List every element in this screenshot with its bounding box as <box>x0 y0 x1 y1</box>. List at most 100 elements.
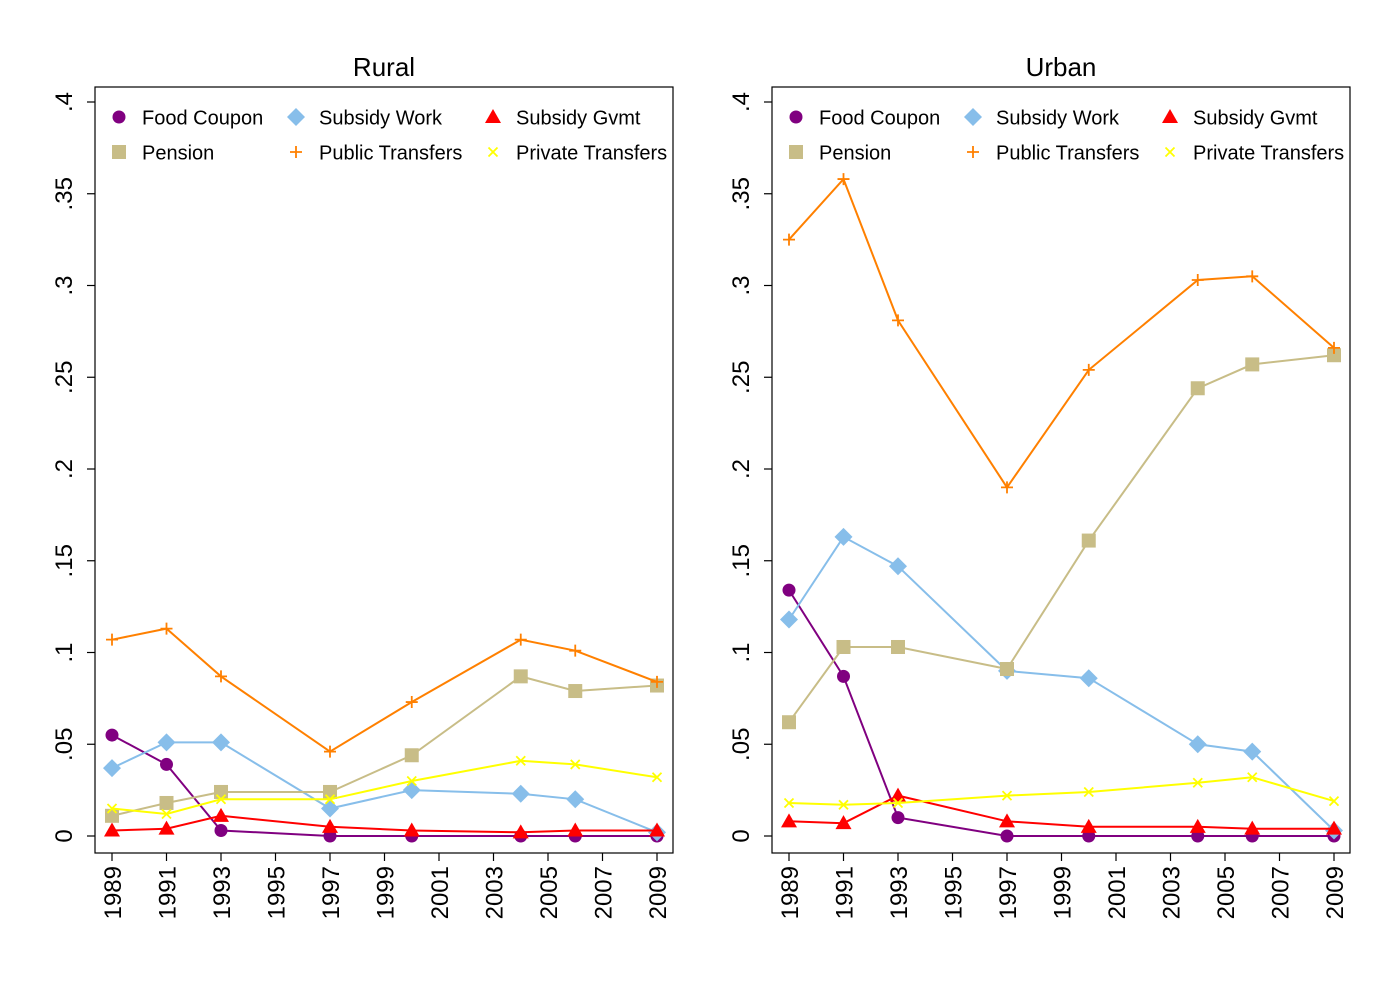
legend-marker <box>485 109 501 123</box>
y-tick-label: .4 <box>51 92 78 112</box>
series-private-transfers-point <box>1001 790 1013 801</box>
x-tick-label: 1999 <box>1050 866 1077 919</box>
x-tick-label: 2009 <box>1322 866 1349 919</box>
series-subsidy-gvmt <box>781 787 1342 835</box>
series-subsidy-work-point <box>157 733 176 752</box>
series-food-coupon-point <box>105 728 119 742</box>
chart-title: Rural <box>353 52 415 82</box>
series-subsidy-gvmt <box>104 807 665 839</box>
series-pension-point <box>1081 533 1096 548</box>
x-tick-label: 1995 <box>941 866 968 919</box>
series-food-coupon-point <box>837 669 850 683</box>
legend-label: Subsidy Work <box>319 108 443 130</box>
series-public-transfers-point <box>569 644 582 657</box>
y-tick-label: .1 <box>728 642 755 662</box>
series-private-transfers-point <box>892 797 904 809</box>
x-tick-label: 1997 <box>995 866 1022 919</box>
series-food-coupon-line <box>788 589 1334 837</box>
series-subsidy-gvmt-point <box>999 813 1015 828</box>
legend: Food Coupon Subsidy Work Subsidy Gvmt Pensi… <box>112 108 667 165</box>
series-subsidy-work-point <box>566 790 585 809</box>
series-public-transfers-line <box>111 627 658 753</box>
series-subsidy-gvmt-point <box>512 824 529 839</box>
series-private-transfers-point <box>161 808 172 820</box>
series-subsidy-gvmt-point <box>781 813 797 828</box>
series-public-transfers-point <box>324 745 336 758</box>
series-private-transfers-point <box>1083 786 1094 798</box>
series-private-transfers-line <box>788 776 1335 806</box>
x-tick-label: 1991 <box>832 866 859 919</box>
series-public-transfers-point <box>1246 270 1259 283</box>
legend-item: Private Transfers <box>487 143 667 165</box>
x-tick-label: 2007 <box>591 866 618 919</box>
chart-title: Urban <box>1026 52 1097 82</box>
x-tick-label: 2003 <box>482 866 509 919</box>
series-public-transfers-point <box>1082 363 1095 376</box>
series-pension-point <box>1245 357 1260 372</box>
series-subsidy-work-line <box>111 741 658 834</box>
legend-label: Private Transfers <box>1193 143 1344 165</box>
series-subsidy-gvmt-line <box>788 794 1334 830</box>
series-private-transfers <box>783 772 1340 810</box>
series-subsidy-work-point <box>511 784 530 803</box>
legend-item: Subsidy Gvmt <box>1162 108 1318 130</box>
series-pension-point <box>159 795 174 810</box>
legend-marker <box>112 145 126 159</box>
y-tick-label: .25 <box>728 361 755 394</box>
y-tick-label: .25 <box>51 361 78 394</box>
series-subsidy-gvmt-point <box>158 820 175 835</box>
x-tick-label: 2003 <box>1159 866 1186 919</box>
series-private-transfers-point <box>515 755 526 766</box>
series-subsidy-gvmt-point <box>835 815 852 830</box>
panel-rural: Rural 0 .05 .1 .15 .2 .25 .3 .35 .4 1989 1991 1993 19… <box>51 52 674 919</box>
series-pension-point <box>1327 348 1341 363</box>
series-public-transfers <box>106 622 663 758</box>
series-pension-line <box>111 675 658 817</box>
series-private-transfers-point <box>1192 777 1203 788</box>
series-subsidy-work-point <box>1243 742 1262 761</box>
x-tick-label: 1995 <box>264 866 291 919</box>
series-food-coupon-line <box>111 734 657 837</box>
x-tick-label: 1989 <box>777 866 804 919</box>
series-pension-point <box>513 669 528 684</box>
x-tick-label: 2009 <box>645 866 672 919</box>
legend-label: Pension <box>142 143 214 165</box>
series-private-transfers-point <box>1247 772 1258 783</box>
y-tick-label: .15 <box>728 544 755 577</box>
x-tick-label: 2005 <box>536 866 563 919</box>
series-subsidy-gvmt-point <box>1189 818 1206 833</box>
legend-marker <box>789 110 803 124</box>
series-public-transfers-line <box>788 177 1335 490</box>
series-food-coupon-point <box>1000 829 1014 843</box>
panel-urban: Urban 0 .05 .1 .15 .2 .25 .3 .35 .4 1989 1991 1993 19… <box>728 52 1351 919</box>
legend-label: Public Transfers <box>996 143 1139 165</box>
y-tick-label: .2 <box>728 459 755 479</box>
series-pension-point <box>1000 662 1014 677</box>
legend-item: Subsidy Work <box>964 108 1120 130</box>
legend-marker <box>1164 146 1176 158</box>
series-private-transfers-point <box>838 799 849 810</box>
plot-frame <box>771 86 1351 854</box>
series-subsidy-work-point <box>780 610 798 629</box>
legend-item: Private Transfers <box>1164 143 1344 165</box>
series-public-transfers-point <box>1191 273 1204 286</box>
series-subsidy-work-point <box>834 527 853 546</box>
series-subsidy-work-point <box>1188 735 1207 754</box>
x-tick-label: 1999 <box>373 866 400 919</box>
x-tick-label: 2001 <box>427 866 454 919</box>
legend-label: Food Coupon <box>142 108 263 130</box>
series-food-coupon-point <box>891 811 905 825</box>
series-pension-line <box>788 354 1335 723</box>
series-subsidy-gvmt-point <box>1326 820 1342 835</box>
series-private-transfers <box>106 755 663 820</box>
x-tick-label: 2007 <box>1268 866 1295 919</box>
y-tick-label: .05 <box>728 728 755 761</box>
series-subsidy-gvmt-point <box>403 822 420 837</box>
series-private-transfers-point <box>406 775 417 787</box>
series-subsidy-work-point <box>103 759 121 778</box>
series-private-transfers-point <box>570 759 581 770</box>
series-pension-point <box>568 684 583 699</box>
series-subsidy-gvmt-point <box>1080 818 1097 833</box>
series-subsidy-work-line <box>788 535 1335 832</box>
